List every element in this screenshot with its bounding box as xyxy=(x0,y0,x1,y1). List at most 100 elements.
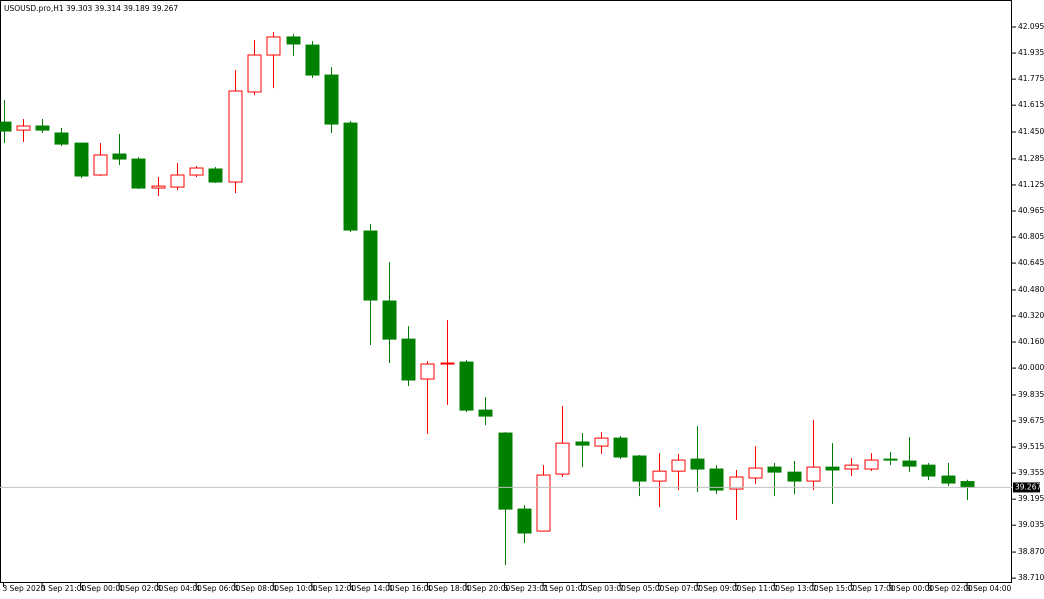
y-tick-label: 39.355 xyxy=(1018,468,1044,477)
candle-body xyxy=(343,122,358,231)
candle-body xyxy=(324,74,339,125)
candle-body xyxy=(151,185,166,189)
y-tick-label: 40.160 xyxy=(1018,337,1044,346)
candle-body xyxy=(478,409,493,417)
candle-body xyxy=(844,464,859,470)
x-tick-label: 4 Sep 12:00 xyxy=(311,584,357,593)
x-tick-label: 8 Sep 02:00 xyxy=(927,584,973,593)
candle-body xyxy=(921,464,936,477)
y-tick-label: 41.285 xyxy=(1018,154,1044,163)
candle-body xyxy=(767,466,782,473)
last-high: 39.314 xyxy=(95,4,121,13)
candle-body xyxy=(93,154,108,176)
candle-body xyxy=(112,153,127,160)
y-tick-label: 40.000 xyxy=(1018,363,1044,372)
x-tick-label: 4 Sep 08:00 xyxy=(234,584,280,593)
y-tick-label: 41.125 xyxy=(1018,180,1044,189)
candle-body xyxy=(54,132,69,145)
y-tick-label: 39.035 xyxy=(1018,520,1044,529)
candle-body xyxy=(690,458,705,470)
candle-body xyxy=(632,455,647,482)
candle-body xyxy=(709,468,724,491)
y-tick-label: 40.320 xyxy=(1018,311,1044,320)
candle-body xyxy=(883,458,898,461)
y-tick-label: 40.965 xyxy=(1018,206,1044,215)
candle-body xyxy=(363,230,378,301)
chart-header: USOUSD.pro,H1 39.303 39.314 39.189 39.26… xyxy=(4,4,178,13)
candle-body xyxy=(286,36,301,45)
y-tick-label: 39.195 xyxy=(1018,494,1044,503)
candle-body xyxy=(74,142,89,177)
candle-body xyxy=(420,363,435,380)
candle-body xyxy=(902,460,917,467)
x-tick-label: 4 Sep 20:00 xyxy=(465,584,511,593)
x-tick-label: 3 Sep 2020 xyxy=(3,584,46,593)
candle-body xyxy=(748,467,763,479)
x-tick-label: 4 Sep 10:00 xyxy=(272,584,318,593)
x-tick-label: 7 Sep 13:00 xyxy=(773,584,819,593)
candle-body xyxy=(517,508,532,534)
candle-body xyxy=(864,459,879,470)
x-tick-label: 7 Sep 03:00 xyxy=(581,584,627,593)
y-tick-label: 39.515 xyxy=(1018,442,1044,451)
candle-body xyxy=(305,44,320,76)
x-tick-label: 7 Sep 01:00 xyxy=(542,584,588,593)
x-tick-label: 4 Sep 16:00 xyxy=(388,584,434,593)
candle-body xyxy=(960,481,975,488)
price-label: 39.267 xyxy=(1015,482,1041,491)
x-tick-label: 4 Sep 06:00 xyxy=(195,584,241,593)
candle-body xyxy=(536,474,551,532)
candle-body xyxy=(0,121,12,132)
x-tick-label: 7 Sep 07:00 xyxy=(658,584,704,593)
candle-body xyxy=(498,432,513,510)
candle-body xyxy=(189,167,204,176)
x-tick-label: 8 Sep 00:00 xyxy=(889,584,935,593)
y-tick-label: 40.645 xyxy=(1018,258,1044,267)
candle-body xyxy=(247,54,262,93)
x-tick-label: 8 Sep 04:00 xyxy=(966,584,1012,593)
y-tick-label: 40.480 xyxy=(1018,285,1044,294)
candle-body xyxy=(575,441,590,446)
x-tick-label: 7 Sep 09:00 xyxy=(696,584,742,593)
y-tick-label: 41.615 xyxy=(1018,100,1044,109)
y-tick-label: 39.835 xyxy=(1018,390,1044,399)
candle-body xyxy=(806,466,821,482)
y-tick-label: 39.675 xyxy=(1018,416,1044,425)
x-tick-label: 4 Sep 14:00 xyxy=(349,584,395,593)
symbol: USOUSD.pro,H1 xyxy=(4,4,64,13)
y-tick-label: 41.450 xyxy=(1018,127,1044,136)
candle-body xyxy=(459,361,474,411)
x-tick-label: 6 Sep 23:01 xyxy=(504,584,550,593)
candle-body xyxy=(594,437,609,447)
price-label-box xyxy=(1013,482,1040,493)
x-tick-label: 4 Sep 18:00 xyxy=(426,584,472,593)
candle-body xyxy=(35,125,50,131)
candle-body xyxy=(613,437,628,458)
x-tick-label: 4 Sep 02:00 xyxy=(118,584,164,593)
x-tick-label: 4 Sep 00:00 xyxy=(80,584,126,593)
last-open: 39.303 xyxy=(66,4,92,13)
candle-body xyxy=(729,476,744,490)
candle-body xyxy=(652,470,667,482)
x-tick-label: 7 Sep 11:00 xyxy=(735,584,781,593)
x-tick-label: 7 Sep 17:00 xyxy=(850,584,896,593)
y-tick-label: 42.095 xyxy=(1018,22,1044,31)
candle-body xyxy=(555,442,570,475)
x-tick-label: 4 Sep 04:00 xyxy=(157,584,203,593)
y-tick-label: 41.775 xyxy=(1018,74,1044,83)
y-tick-label: 41.935 xyxy=(1018,48,1044,57)
y-tick-label: 38.870 xyxy=(1018,547,1044,556)
y-tick-label: 40.805 xyxy=(1018,232,1044,241)
x-tick-label: 7 Sep 05:00 xyxy=(619,584,665,593)
candle-body xyxy=(131,158,146,189)
x-tick-label: 3 Sep 21:00 xyxy=(41,584,87,593)
candle-body xyxy=(401,338,416,381)
candle-body xyxy=(16,125,31,131)
candle-body xyxy=(228,90,243,183)
candle-body xyxy=(440,362,455,365)
x-tick-label: 7 Sep 15:00 xyxy=(812,584,858,593)
candle-body xyxy=(382,300,397,340)
candle-body xyxy=(787,471,802,482)
candle-body xyxy=(941,475,956,484)
